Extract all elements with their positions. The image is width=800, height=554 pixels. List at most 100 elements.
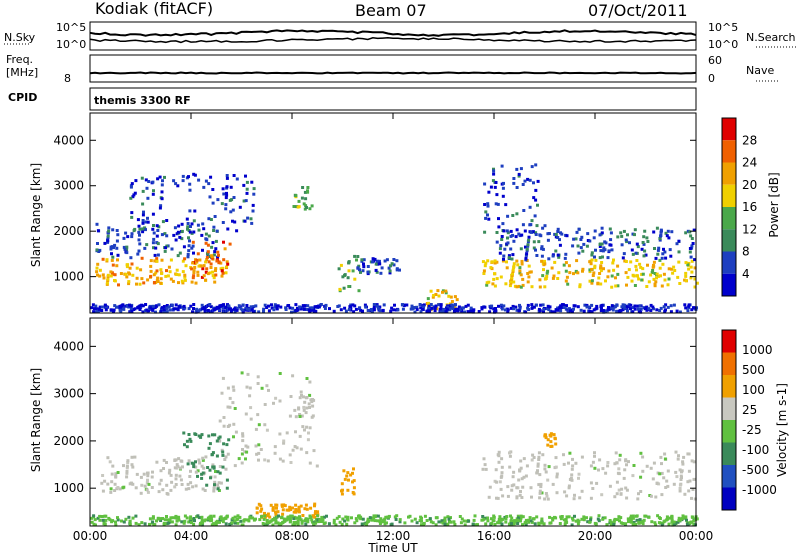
scatter-cell	[187, 433, 191, 436]
scatter-cell	[212, 225, 216, 229]
scatter-cell	[350, 516, 353, 520]
scatter-cell	[93, 307, 96, 311]
scatter-cell	[658, 258, 662, 262]
scatter-cell	[165, 306, 169, 310]
scatter-cell	[313, 502, 317, 506]
scatter-cell	[509, 229, 513, 233]
scatter-cell	[467, 519, 471, 523]
scatter-cell	[598, 256, 602, 260]
scatter-cell	[657, 246, 661, 250]
scatter-cell	[660, 284, 664, 288]
scatter-cell	[393, 303, 396, 307]
scatter-cell	[225, 193, 229, 197]
scatter-cell	[556, 306, 560, 310]
scatter-cell	[222, 424, 226, 428]
scatter-cell	[200, 472, 204, 476]
scatter-cell	[167, 265, 171, 269]
scatter-cell	[505, 515, 509, 518]
scatter-cell	[548, 305, 552, 309]
scatter-cell	[529, 519, 533, 523]
scatter-cell	[301, 186, 305, 189]
scatter-cell	[577, 472, 581, 476]
scatter-cell	[113, 243, 117, 247]
scatter-cell	[603, 516, 607, 520]
scatter-cell	[645, 285, 649, 288]
scatter-cell	[616, 310, 620, 314]
scatter-cell	[212, 276, 216, 280]
scatter-cell	[492, 515, 496, 519]
scatter-cell	[395, 267, 399, 271]
colorbar-tick-label: -500	[742, 463, 769, 477]
scatter-cell	[220, 448, 224, 452]
scatter-cell	[191, 485, 195, 489]
colorbar-tick-label: 24	[742, 156, 757, 170]
scatter-cell	[687, 522, 690, 526]
scatter-cell	[639, 265, 643, 269]
scatter-cell	[546, 304, 550, 308]
scatter-cell	[351, 480, 354, 484]
scatter-cell	[244, 412, 248, 416]
scatter-cell	[389, 309, 393, 313]
scatter-cell	[116, 518, 120, 522]
scatter-cell	[692, 519, 696, 523]
scatter-cell	[669, 304, 673, 308]
scatter-cell	[442, 310, 445, 314]
scatter-cell	[593, 255, 596, 259]
scatter-cell	[263, 403, 267, 406]
scatter-cell	[300, 521, 304, 525]
scatter-cell	[204, 241, 208, 245]
scatter-cell	[548, 515, 552, 519]
scatter-cell	[96, 273, 99, 277]
scatter-cell	[487, 495, 491, 499]
scatter-cell	[275, 307, 279, 311]
colorbar-tick-label: 4	[742, 267, 750, 281]
scatter-cell	[486, 259, 490, 263]
scatter-cell	[594, 258, 598, 262]
scatter-cell	[652, 230, 656, 234]
nsearch-top-tick: 10^5	[708, 21, 738, 34]
scatter-cell	[306, 438, 310, 442]
scatter-cell	[689, 265, 693, 269]
scatter-cell	[265, 521, 269, 525]
scatter-cell	[125, 466, 129, 470]
scatter-cell	[134, 521, 138, 525]
scatter-cell	[502, 304, 506, 308]
scatter-cell	[637, 521, 641, 525]
scatter-cell	[129, 184, 133, 188]
scatter-cell	[116, 233, 120, 237]
scatter-cell	[160, 233, 164, 237]
scatter-cell	[361, 517, 365, 521]
scatter-cell	[684, 306, 688, 310]
scatter-cell	[441, 290, 444, 294]
scatter-cell	[564, 279, 568, 283]
scatter-cell	[220, 269, 224, 273]
scatter-cell	[495, 193, 499, 197]
scatter-cell	[588, 239, 592, 243]
colorbar-swatch	[722, 162, 736, 185]
y-tick-label: 4000	[53, 339, 84, 353]
scatter-cell	[163, 232, 167, 236]
scatter-cell	[296, 306, 299, 310]
scatter-cell	[272, 308, 276, 312]
scatter-cell	[666, 229, 670, 233]
scatter-cell	[525, 252, 529, 256]
scatter-cell	[310, 518, 314, 522]
scatter-cell	[657, 516, 661, 520]
scatter-cell	[577, 476, 580, 480]
scatter-cell	[434, 523, 438, 527]
scatter-cell	[626, 309, 629, 313]
scatter-cell	[210, 255, 214, 259]
scatter-cell	[187, 175, 190, 179]
scatter-cell	[418, 303, 422, 306]
scatter-cell	[265, 519, 269, 522]
scatter-cell	[347, 478, 350, 482]
scatter-cell	[543, 259, 546, 263]
scatter-cell	[567, 515, 571, 519]
scatter-cell	[601, 255, 604, 259]
scatter-cell	[175, 516, 179, 520]
scatter-cell	[141, 230, 145, 234]
scatter-cell	[132, 193, 136, 197]
scatter-cell	[159, 519, 163, 522]
scatter-cell	[543, 497, 547, 501]
scatter-cell	[486, 519, 490, 523]
